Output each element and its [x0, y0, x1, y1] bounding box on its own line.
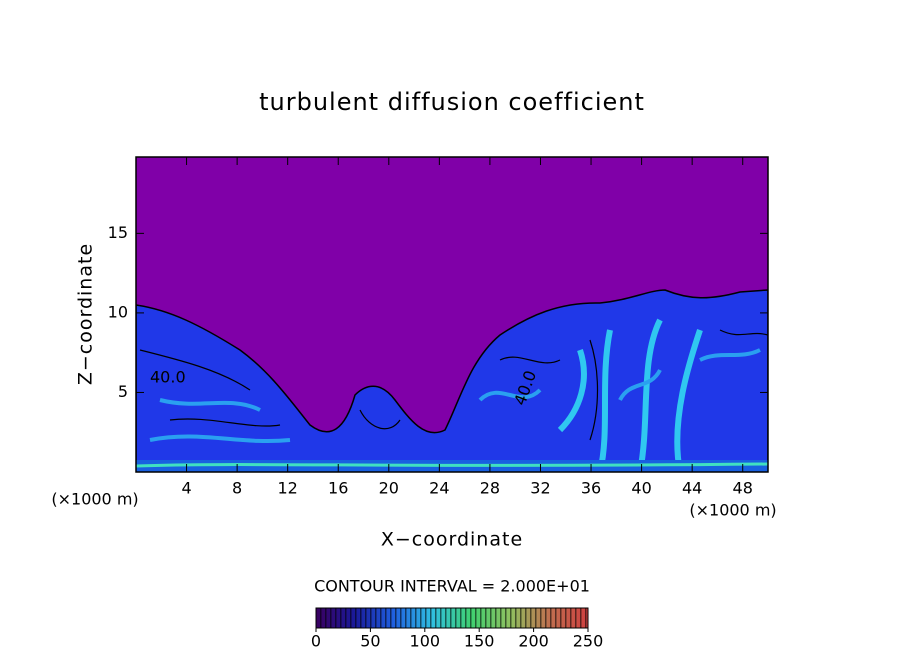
y-tick-label: 5: [118, 382, 128, 401]
colorbar-tick-label: 100: [410, 632, 441, 651]
y-tick-label: 10: [108, 302, 128, 321]
x-tick-label: 8: [232, 479, 242, 498]
chart-title: turbulent diffusion coefficient: [259, 88, 645, 116]
x-tick-label: 44: [682, 479, 702, 498]
x-axis-label: X−coordinate: [381, 529, 523, 551]
y-axis-label: Z−coordinate: [75, 243, 97, 385]
colorbar-ticks: 0 50 100 150 200 250: [311, 628, 603, 651]
field-streak: [557, 318, 703, 472]
field-streak: [149, 348, 761, 444]
plot-frame: [135, 156, 769, 473]
colorbar-tick-label: 0: [311, 632, 321, 651]
x-tick-label: 48: [733, 479, 753, 498]
y-tick-label: 15: [108, 223, 128, 242]
colorbar-tick-label: 250: [573, 632, 604, 651]
field-streak: [136, 462, 768, 468]
colorbar-tick-label: 200: [518, 632, 549, 651]
colorbar-stripes: [316, 608, 588, 628]
field-streak: [139, 329, 768, 441]
colorbar-tick-label: 50: [360, 632, 380, 651]
x-tick-label: 40: [631, 479, 651, 498]
x-tick-label: 24: [429, 479, 449, 498]
x-tick-label: 12: [278, 479, 298, 498]
field: [136, 157, 768, 472]
contour-label: 40.0: [150, 368, 186, 387]
x-tick-label: 16: [328, 479, 348, 498]
y-unit: (×1000 m): [51, 490, 138, 509]
x-tick-label: 32: [530, 479, 550, 498]
colorbar-tick-label: 150: [464, 632, 495, 651]
x-tick-label: 28: [480, 479, 500, 498]
x-tick-label: 36: [581, 479, 601, 498]
x-tick-label: 4: [181, 479, 191, 498]
x-tick-label: 20: [379, 479, 399, 498]
x-unit: (×1000 m): [689, 501, 776, 520]
colorbar-frame: [315, 607, 589, 629]
contour-interval: CONTOUR INTERVAL = 2.000E+01: [314, 577, 590, 596]
